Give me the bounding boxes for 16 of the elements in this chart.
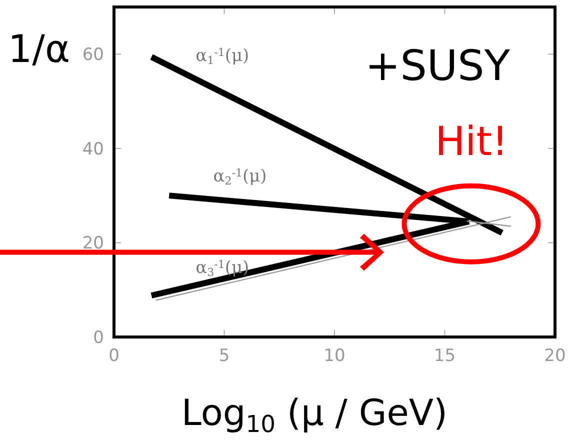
series-label: α$_{1}$$^{-1}$(μ) [196, 46, 250, 68]
y-tick-label: 40 [82, 139, 104, 160]
x-tick-label: 20 [544, 346, 566, 366]
y-tick-label: 60 [82, 45, 104, 66]
annotation: +SUSY [365, 41, 510, 90]
x-tick-label: 10 [324, 346, 346, 366]
x-tick-label: 5 [218, 346, 230, 366]
x-axis-title: Log$_{10}$ (μ / GeV) [181, 393, 448, 438]
y-tick-label: 0 [93, 328, 104, 348]
y-axis-title: 1/α [8, 27, 70, 71]
series-label: α$_{2}$$^{-1}$(μ) [213, 166, 267, 188]
y-tick-label: 20 [82, 234, 104, 254]
x-tick-label: 0 [108, 346, 120, 366]
series-label: α$_{3}$$^{-1}$(μ) [196, 258, 250, 280]
x-tick-label: 15 [434, 346, 456, 366]
annotation: Hit! [435, 119, 508, 165]
